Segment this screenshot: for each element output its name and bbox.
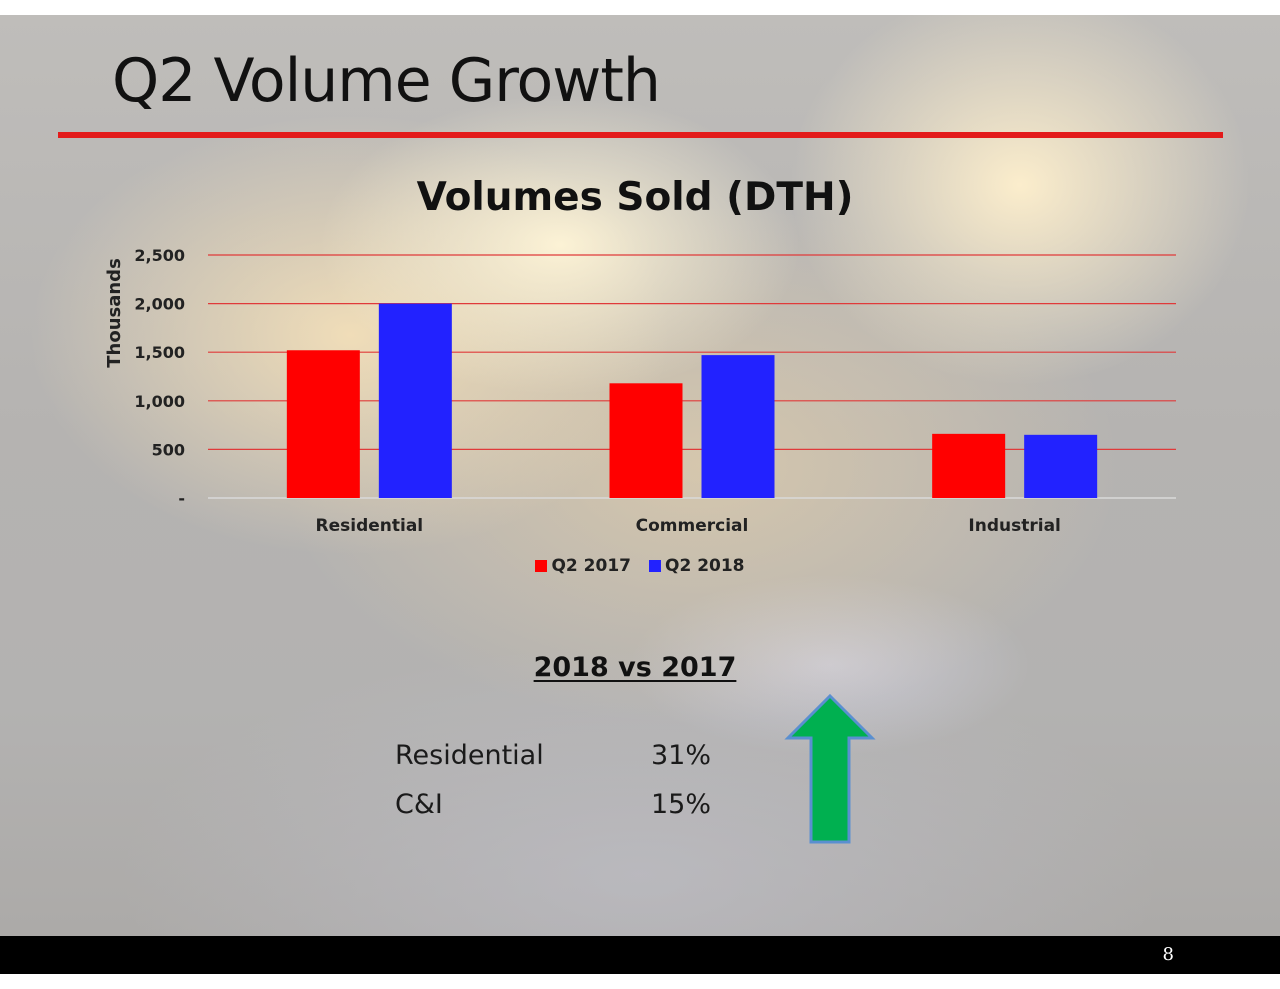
- bar-industrial-q2-2018: [1024, 434, 1098, 498]
- bar-residential-q2-2018: [378, 303, 452, 498]
- up-arrow-icon: [784, 693, 876, 844]
- comparison-heading: 2018 vs 2017: [533, 652, 737, 683]
- page-number: 8: [1162, 944, 1174, 965]
- comparison-label: Residential: [395, 740, 544, 771]
- comparison-value: 15%: [651, 789, 712, 820]
- bar-commercial-q2-2018: [701, 355, 775, 498]
- comparison-row-ci: C&I 15%: [395, 789, 725, 829]
- comparison-label: C&I: [395, 789, 443, 820]
- y-tick-label: 1,500: [134, 343, 185, 362]
- legend-swatch-q2-2017: [535, 560, 548, 572]
- legend-item-q2-2017: Q2 2017: [535, 556, 631, 576]
- y-tick-label: 1,000: [134, 392, 185, 411]
- slide-title: Q2 Volume Growth: [112, 46, 661, 116]
- legend-label-q2-2018: Q2 2018: [665, 556, 745, 576]
- y-tick-label: -: [178, 489, 185, 508]
- legend-item-q2-2018: Q2 2018: [649, 556, 745, 576]
- title-rule: [58, 132, 1223, 138]
- bar-residential-q2-2017: [286, 350, 360, 498]
- chart-legend: Q2 2017 Q2 2018: [0, 556, 1280, 576]
- bar-commercial-q2-2017: [609, 383, 683, 498]
- legend-swatch-q2-2018: [649, 560, 661, 572]
- bar-chart: - 500 1,000 1,500 2,000 2,500 Thousands Residen…: [104, 246, 1176, 536]
- legend-label-q2-2017: Q2 2017: [551, 556, 631, 576]
- y-tick-label: 500: [152, 440, 185, 459]
- comparison-value: 31%: [651, 740, 712, 771]
- footer-bar: 8: [0, 936, 1280, 974]
- x-tick-label: Industrial: [968, 516, 1060, 536]
- y-axis-label: Thousands: [104, 258, 125, 368]
- x-tick-label: Commercial: [636, 516, 749, 536]
- chart-title: Volumes Sold (DTH): [416, 175, 854, 220]
- y-tick-label: 2,000: [134, 295, 185, 314]
- x-tick-label: Residential: [316, 516, 424, 536]
- y-tick-label: 2,500: [134, 246, 185, 265]
- comparison-row-residential: Residential 31%: [395, 740, 725, 780]
- bar-industrial-q2-2017: [932, 433, 1006, 498]
